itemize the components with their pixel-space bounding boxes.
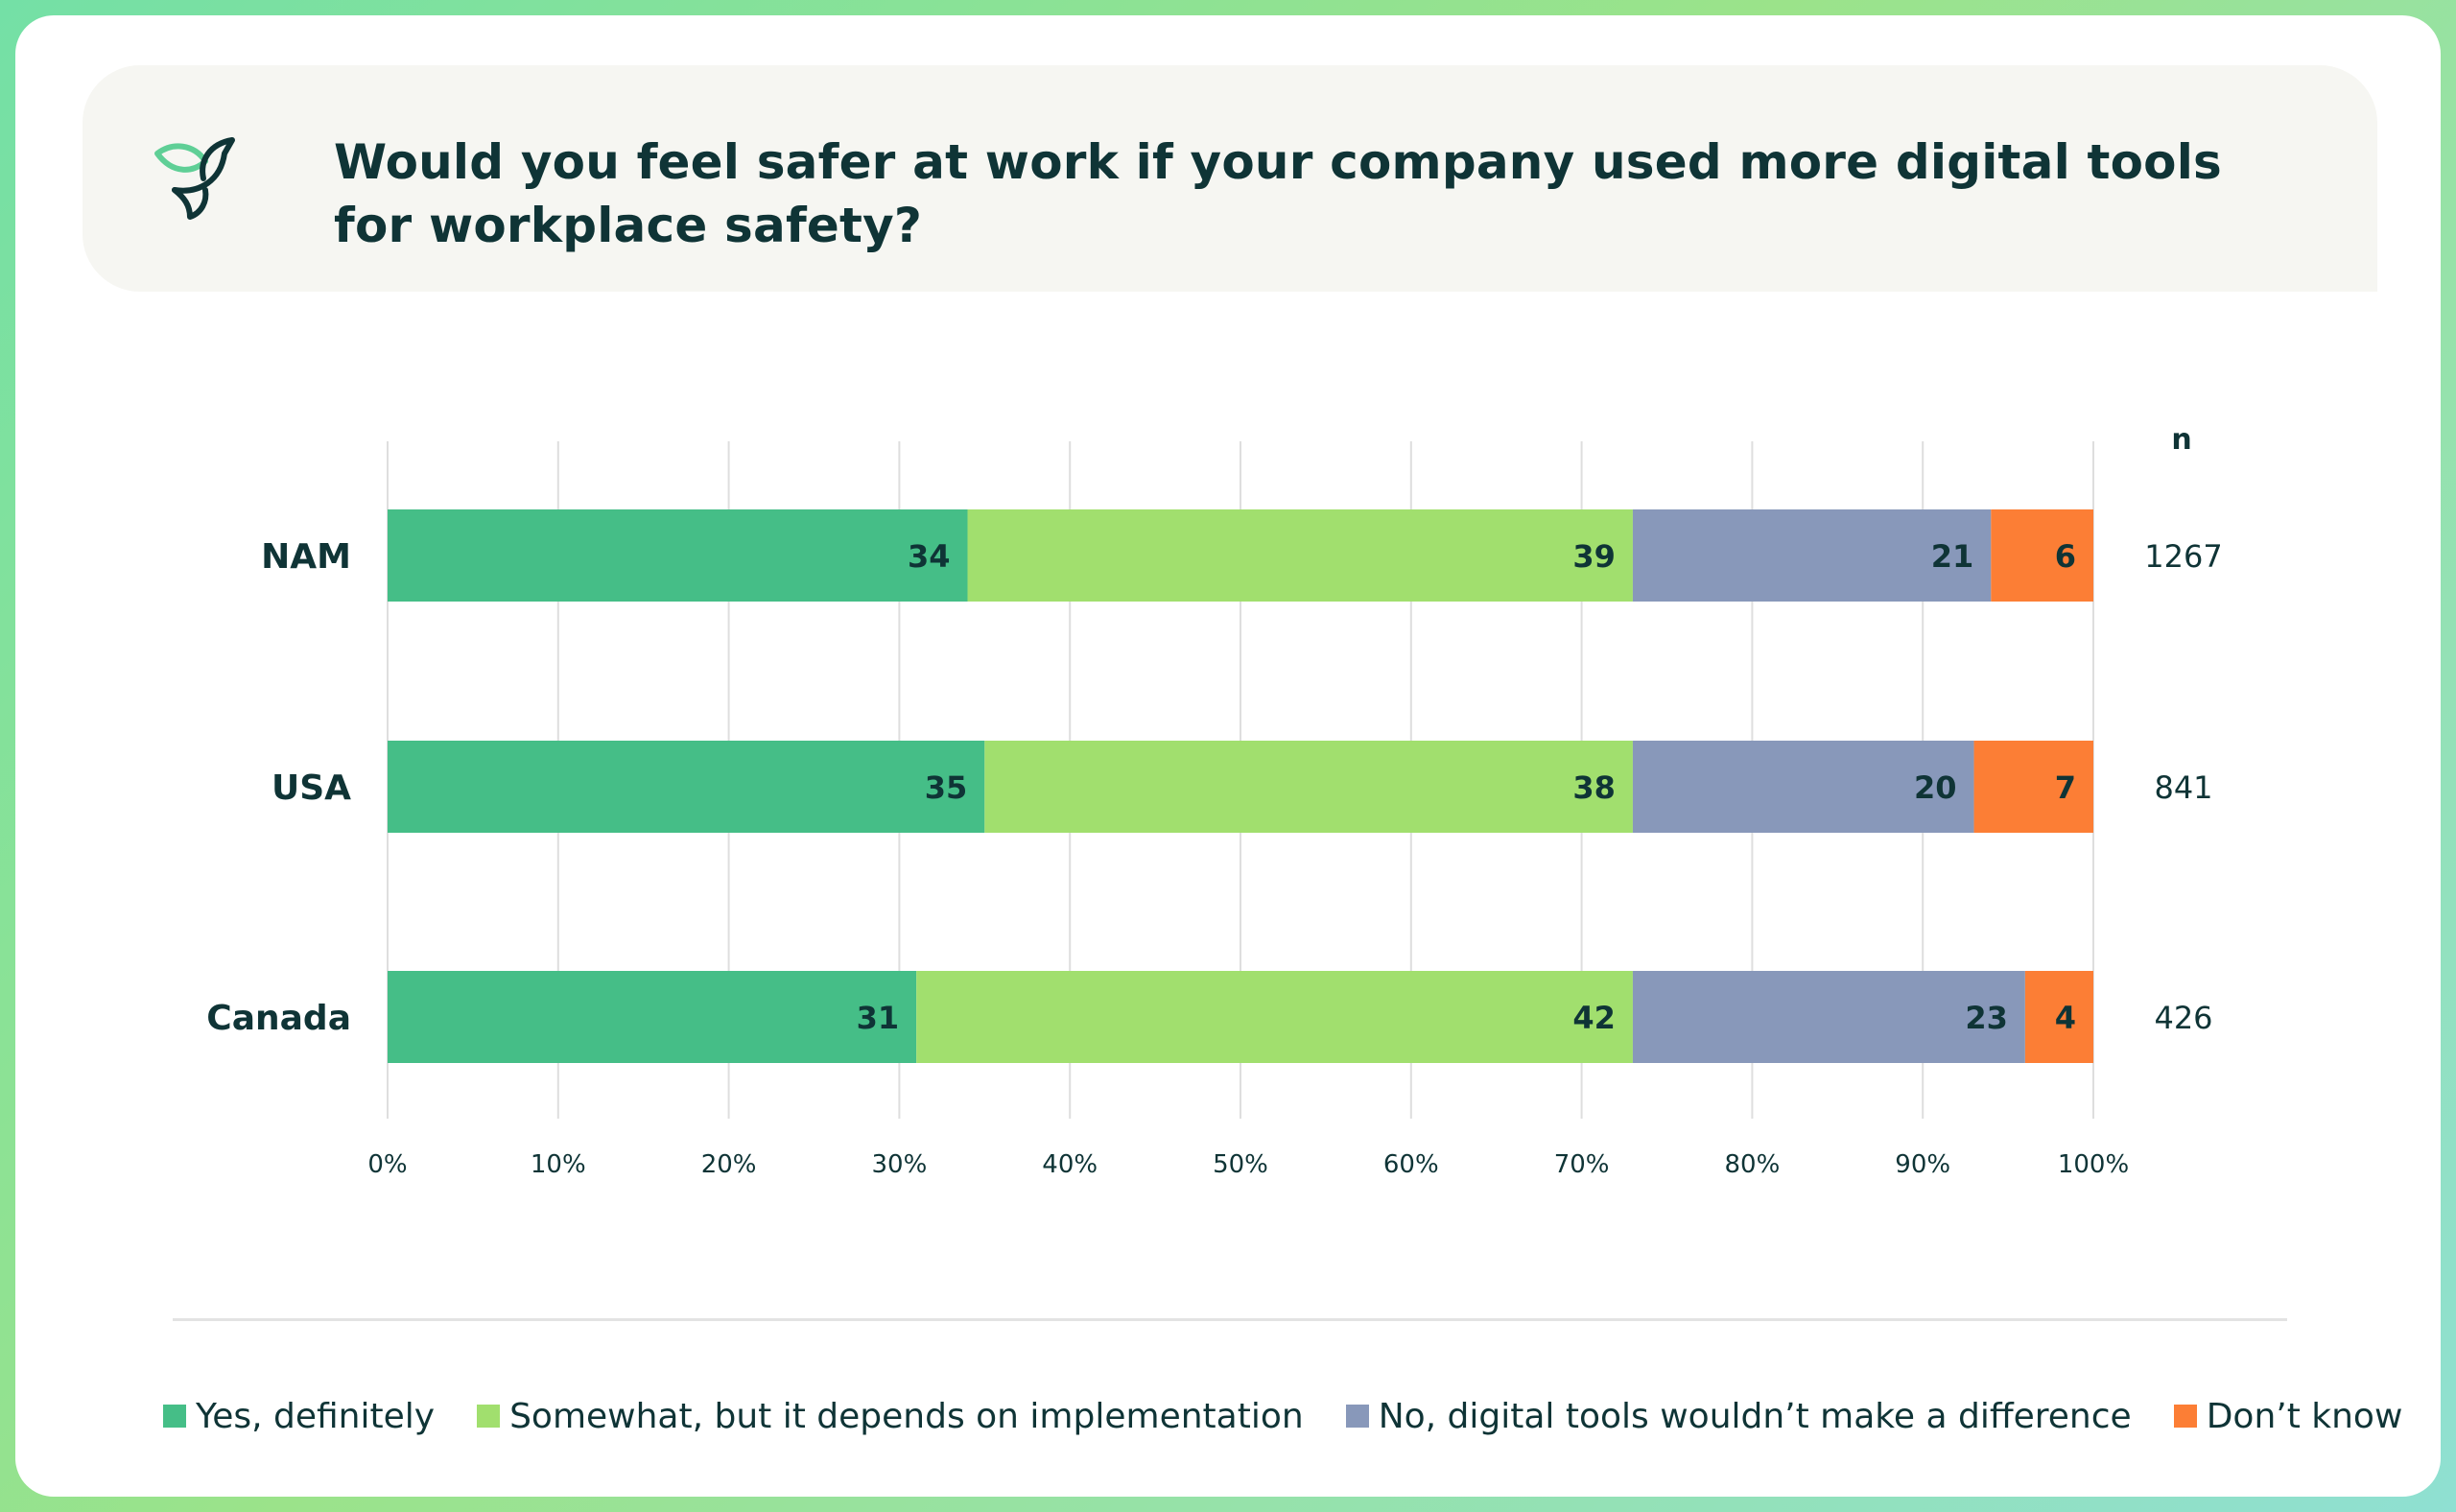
legend-label: No, digital tools wouldn’t make a differ… xyxy=(1378,1396,2132,1436)
chart-title: Would you feel safer at work if your com… xyxy=(334,134,2223,253)
legend-item: Yes, definitely xyxy=(163,1397,435,1436)
x-tick-label: 90% xyxy=(1895,1150,1950,1179)
x-tick-label: 50% xyxy=(1213,1150,1268,1179)
bar-segment xyxy=(1973,741,2093,833)
data-label: 6 xyxy=(2055,538,2076,575)
data-label: 20 xyxy=(1914,769,1957,806)
legend-label: Don’t know xyxy=(2206,1396,2403,1436)
bar-segment xyxy=(916,971,1633,1063)
bar-segment xyxy=(388,509,968,602)
data-label: 39 xyxy=(1572,538,1616,575)
legend-item: Somewhat, but it depends on implementati… xyxy=(477,1397,1304,1436)
x-tick-label: 30% xyxy=(872,1150,928,1179)
legend: Yes, definitely Somewhat, but it depends … xyxy=(163,1387,2402,1445)
data-label: 4 xyxy=(2055,1000,2076,1036)
bar-segment xyxy=(967,509,1633,602)
bar-segment xyxy=(388,971,917,1063)
legend-swatch xyxy=(1345,1405,1369,1428)
bar-segment xyxy=(2024,971,2093,1063)
bar-segment xyxy=(388,741,985,833)
bird-leaf-icon xyxy=(154,137,235,220)
bar-segment xyxy=(984,741,1633,833)
legend-divider xyxy=(173,1318,2287,1321)
bar-segment xyxy=(1632,741,1974,833)
data-label: 23 xyxy=(1965,1000,2008,1036)
x-tick-label: 40% xyxy=(1042,1150,1098,1179)
chart-card: Would you feel safer at work if your com… xyxy=(15,15,2441,1497)
category-label: USA xyxy=(272,768,351,808)
n-value: 1267 xyxy=(2144,538,2222,575)
data-label: 31 xyxy=(857,1000,900,1036)
legend-label: Somewhat, but it depends on implementati… xyxy=(509,1396,1304,1436)
x-tick-label: 20% xyxy=(701,1150,757,1179)
bar-segment xyxy=(1632,509,1992,602)
x-tick-label: 10% xyxy=(531,1150,586,1179)
category-label: Canada xyxy=(206,999,351,1038)
legend-label: Yes, definitely xyxy=(196,1396,436,1436)
x-tick-label: 60% xyxy=(1383,1150,1439,1179)
header-panel: Would you feel safer at work if your com… xyxy=(83,65,2377,292)
data-label: 7 xyxy=(2055,769,2076,806)
n-header: n xyxy=(2171,423,2191,457)
legend-item: Don’t know xyxy=(2173,1396,2403,1436)
x-tick-label: 80% xyxy=(1725,1150,1781,1179)
data-label: 42 xyxy=(1572,1000,1616,1036)
data-label: 21 xyxy=(1931,538,1974,575)
legend-swatch xyxy=(2173,1405,2197,1428)
legend-item: No, digital tools wouldn’t make a differ… xyxy=(1345,1396,2132,1436)
x-tick-label: 70% xyxy=(1554,1150,1610,1179)
x-tick-label: 100% xyxy=(2058,1150,2129,1179)
data-label: 38 xyxy=(1572,769,1616,806)
data-label: 34 xyxy=(908,538,951,575)
legend-swatch xyxy=(477,1405,501,1428)
stacked-bar-chart: 0% 10% 20% 30% 40% 50% 60% 70% 80% 90% 100% n NAM 34 3… xyxy=(206,423,2222,1179)
category-label: NAM xyxy=(261,537,351,577)
data-label: 35 xyxy=(925,769,968,806)
bar-segment xyxy=(1632,971,2025,1063)
legend-swatch xyxy=(163,1405,186,1428)
n-value: 841 xyxy=(2154,769,2212,806)
x-tick-label: 0% xyxy=(367,1150,407,1179)
n-value: 426 xyxy=(2154,1000,2212,1036)
bar-segment xyxy=(1991,509,2093,602)
